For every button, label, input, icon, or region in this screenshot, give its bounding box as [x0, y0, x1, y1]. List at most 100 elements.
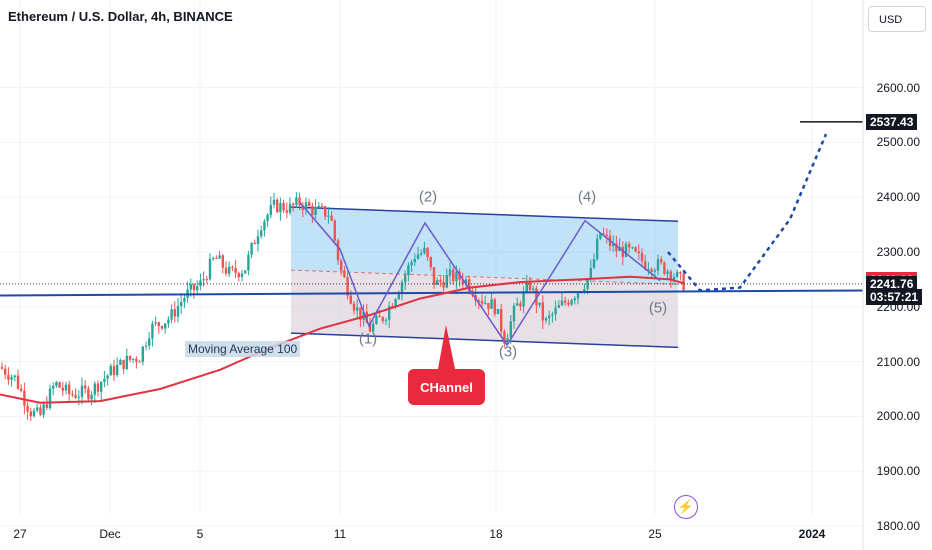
moving-average-line	[0, 275, 685, 404]
candle-body	[77, 396, 80, 398]
candle-body	[439, 280, 442, 282]
candle-body	[26, 405, 29, 412]
candle-body	[109, 365, 112, 376]
candle-body	[634, 247, 637, 252]
candle-body	[68, 384, 71, 394]
candle-body	[541, 302, 544, 321]
candle-body	[599, 233, 602, 239]
candle-body	[282, 202, 285, 211]
candle-body	[0, 367, 4, 369]
candle-body	[298, 197, 301, 206]
candle-body	[10, 376, 13, 380]
candle-body	[432, 267, 436, 285]
candle-body	[170, 309, 173, 320]
candle-body	[455, 271, 458, 282]
projection-path	[667, 133, 828, 292]
candle-body	[240, 273, 244, 278]
x-tick-label: Dec	[99, 527, 121, 541]
candle-body	[90, 394, 93, 400]
candle-body	[45, 404, 48, 408]
candle-body	[336, 240, 340, 261]
candle-body	[682, 273, 685, 291]
candle-body	[32, 410, 36, 417]
candle-body	[663, 262, 666, 274]
candle-body	[413, 258, 416, 263]
x-tick-label: 5	[196, 527, 204, 541]
candle-body	[506, 338, 509, 344]
candle-body	[487, 303, 490, 309]
candle-body	[570, 300, 573, 305]
channel-mid-line	[290, 269, 679, 285]
candle-body	[375, 315, 378, 324]
candle-body	[407, 265, 410, 276]
wave-label: (5)	[648, 299, 668, 317]
candle-body	[464, 279, 468, 285]
elliott-wave-path	[299, 202, 661, 347]
candle-body	[589, 267, 592, 280]
candle-body	[218, 255, 221, 259]
candle-body	[196, 286, 199, 291]
candle-body	[384, 319, 388, 321]
candle-body	[436, 280, 439, 285]
candle-body	[394, 299, 397, 307]
candle-body	[359, 307, 362, 320]
candle-body	[583, 289, 586, 292]
x-tick-label: 11	[333, 527, 347, 541]
candle-body	[285, 210, 288, 213]
wave-label: (3)	[498, 343, 518, 361]
candle-body	[356, 307, 359, 311]
candle-body	[272, 199, 276, 205]
candle-body	[496, 309, 500, 315]
candle-body	[212, 258, 215, 260]
candle-body	[144, 345, 148, 347]
candle-body	[36, 407, 39, 411]
price-tag: 03:57:21	[866, 288, 923, 305]
candle-body	[221, 255, 224, 268]
candle-body	[340, 260, 343, 271]
candle-body	[586, 279, 589, 290]
candle-body	[330, 215, 333, 221]
candle-body	[87, 388, 90, 400]
candle-body	[522, 291, 525, 307]
candle-body	[672, 276, 676, 280]
candle-body	[538, 302, 541, 306]
candle-body	[343, 270, 346, 278]
candle-body	[167, 319, 170, 324]
candle-body	[676, 271, 679, 277]
candle-body	[666, 271, 669, 274]
candle-body	[106, 375, 109, 379]
candle-body	[180, 302, 183, 307]
wave-label: (1)	[358, 330, 378, 348]
y-tick-label: 2400.00	[876, 190, 920, 205]
candle-body	[576, 292, 580, 299]
candle-body	[410, 262, 413, 266]
y-tick-label: 2300.00	[876, 244, 920, 259]
candle-body	[378, 315, 381, 318]
candle-body	[493, 299, 496, 315]
candle-body	[96, 383, 100, 392]
candle-body	[7, 374, 10, 380]
candle-body	[4, 368, 7, 375]
candle-body	[602, 233, 605, 235]
candle-body	[141, 346, 144, 362]
candle-body	[231, 266, 234, 268]
channel-lower-fill	[291, 270, 678, 348]
candle-body	[554, 307, 557, 315]
candle-body	[679, 271, 682, 274]
candle-body	[503, 331, 506, 344]
candle-body	[205, 279, 208, 281]
candle-body	[365, 311, 368, 323]
candle-body	[333, 220, 336, 241]
candle-body	[615, 243, 618, 252]
candle-body	[327, 215, 330, 217]
candle-body	[292, 203, 295, 206]
candle-body	[605, 234, 608, 236]
flash-icon[interactable]: ⚡	[674, 495, 698, 519]
candle-body	[468, 279, 471, 292]
candle-body	[512, 305, 516, 322]
currency-button[interactable]: USD	[868, 6, 926, 32]
candle-body	[656, 259, 660, 271]
candle-body	[647, 269, 650, 271]
candle-body	[650, 269, 653, 272]
